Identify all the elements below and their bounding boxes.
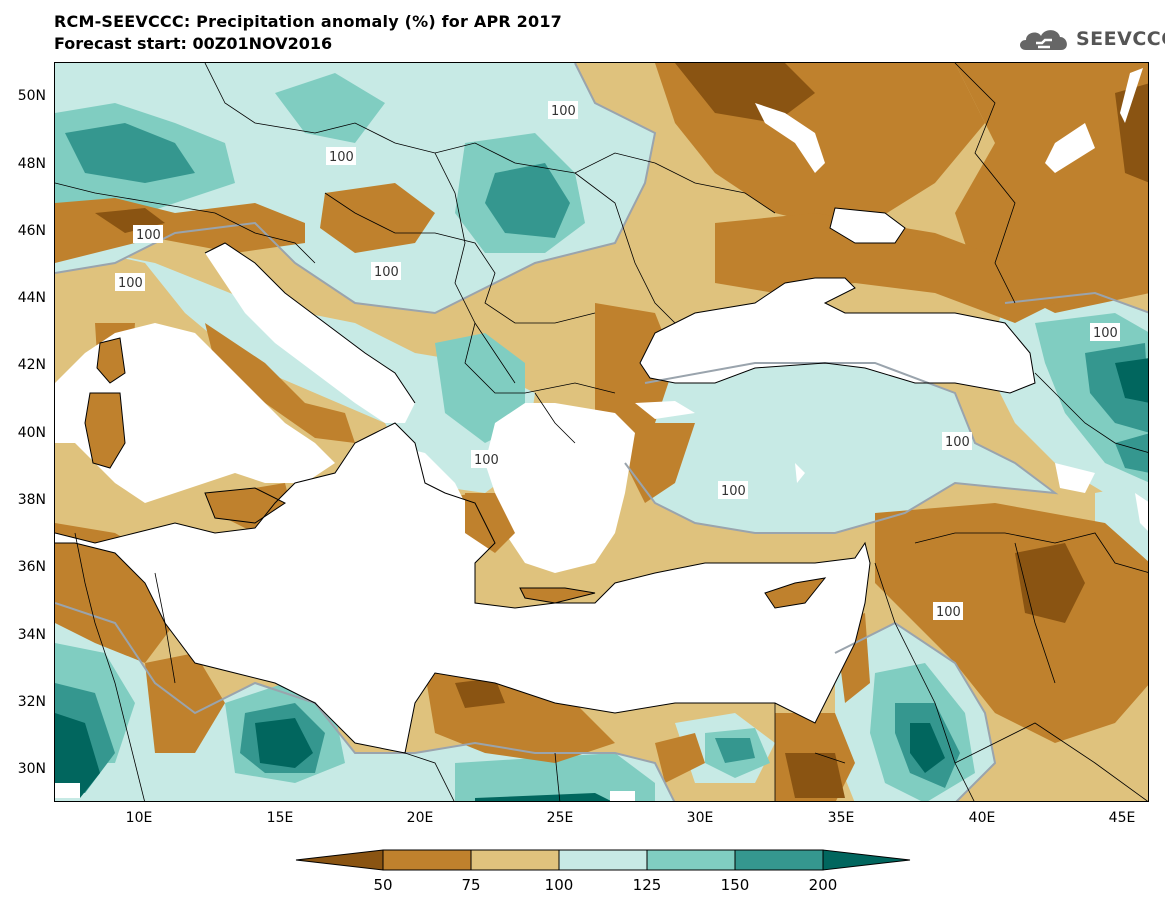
logo-text: SEEVCCC	[1076, 28, 1165, 50]
lon-label-45e: 45E	[1108, 810, 1136, 826]
islands	[85, 338, 825, 608]
anomaly-below-50	[95, 63, 1148, 798]
lon-label-30e: 30E	[686, 810, 714, 826]
lon-label-25e: 25E	[546, 810, 574, 826]
colorbar-label-75: 75	[461, 876, 481, 894]
lat-label-30n: 30N	[17, 761, 46, 777]
contour-label: 100	[945, 435, 970, 450]
colorbar-label-150: 150	[720, 876, 750, 894]
colorbar-label-100: 100	[544, 876, 574, 894]
contour-label: 100	[1093, 326, 1118, 341]
contour-label: 100	[118, 276, 143, 291]
lon-label-40e: 40E	[968, 810, 996, 826]
colorbar-label-200: 200	[808, 876, 838, 894]
lat-label-38n: 38N	[17, 492, 46, 508]
contour-label: 100	[374, 265, 399, 280]
seevccc-logo: SEEVCCC	[1016, 24, 1165, 54]
map-title: RCM-SEEVCCC: Precipitation anomaly (%) f…	[54, 12, 562, 31]
forecast-start-label: Forecast start: 00Z01NOV2016	[54, 34, 333, 53]
lon-label-20e: 20E	[406, 810, 434, 826]
cloud-logo-icon	[1020, 30, 1067, 50]
coastlines	[55, 207, 1036, 754]
contour-lines-100	[55, 63, 1148, 801]
contour-label: 100	[551, 104, 576, 119]
colorbar-segment-125-150	[646, 849, 736, 871]
colorbar-label-50: 50	[373, 876, 393, 894]
lat-label-34n: 34N	[17, 627, 46, 643]
contour-label: 100	[136, 228, 161, 243]
lat-label-46n: 46N	[17, 223, 46, 239]
lat-label-32n: 32N	[17, 694, 46, 710]
sea-areas	[55, 68, 1148, 801]
lat-label-50n: 50N	[17, 88, 46, 104]
lat-label-40n: 40N	[17, 425, 46, 441]
contour-label: 100	[474, 453, 499, 468]
lat-label-36n: 36N	[17, 559, 46, 575]
lon-label-35e: 35E	[827, 810, 855, 826]
colorbar-segment-below-50	[295, 849, 384, 871]
colorbar-segment-75-100	[470, 849, 560, 871]
colorbar-segment-50-75	[382, 849, 472, 871]
country-borders	[55, 63, 1148, 801]
colorbar-segment-150-200	[734, 849, 824, 871]
lon-label-10e: 10E	[125, 810, 153, 826]
contour-label: 100	[329, 150, 354, 165]
map-panel: 100 100 100 100 100 100 100 100 100 100	[54, 62, 1149, 802]
anomaly-map: 100 100 100 100 100 100 100 100 100 100	[55, 63, 1148, 801]
colorbar-label-125: 125	[632, 876, 662, 894]
colorbar-segment-above-200	[822, 849, 911, 871]
colorbar-segment-100-125	[558, 849, 648, 871]
anomaly-above-200	[55, 358, 1148, 801]
contour-label: 100	[721, 484, 746, 499]
lon-label-15e: 15E	[266, 810, 294, 826]
contour-label: 100	[936, 605, 961, 620]
lat-label-48n: 48N	[17, 156, 46, 172]
contour-labels: 100 100 100 100 100 100 100 100 100 100	[115, 101, 1120, 620]
lat-label-42n: 42N	[17, 357, 46, 373]
lat-label-44n: 44N	[17, 290, 46, 306]
